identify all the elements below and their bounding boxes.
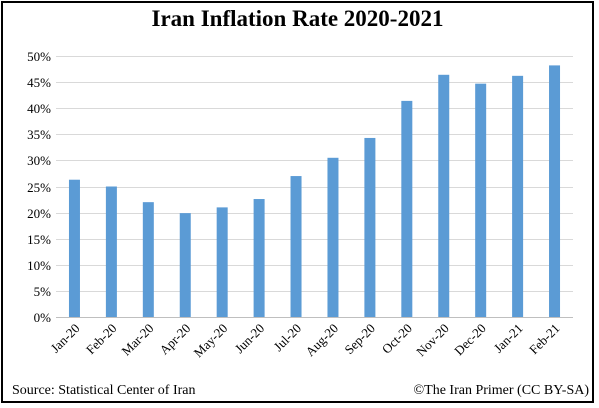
bar-may-20: [216, 207, 228, 317]
x-tick-label: Jan-20: [47, 321, 82, 356]
y-tick-label: 35%: [27, 127, 51, 142]
y-tick-label: 5%: [34, 284, 52, 299]
bar-aug-20: [327, 157, 339, 317]
x-tick-label: Dec-20: [451, 321, 489, 359]
chart-title: Iran Inflation Rate 2020-2021: [151, 6, 444, 31]
credit-note: ©The Iran Primer (CC BY-SA): [413, 383, 590, 398]
x-tick-label: Nov-20: [413, 321, 452, 360]
x-tick-label: Jan-21: [491, 321, 526, 356]
x-tick-label: Oct-20: [379, 321, 415, 357]
x-tick-label: Jul-20: [271, 321, 305, 355]
bar-dec-20: [475, 83, 487, 317]
bar-sep-20: [364, 137, 376, 317]
source-note: Source: Statistical Center of Iran: [12, 383, 196, 398]
bar-oct-20: [401, 100, 413, 317]
y-tick-label: 20%: [27, 206, 51, 221]
y-tick-label: 45%: [27, 75, 51, 90]
bar-nov-20: [438, 74, 450, 318]
y-tick-label: 0%: [34, 310, 52, 325]
bar-feb-20: [105, 186, 117, 317]
bars: [68, 65, 561, 318]
bar-mar-20: [142, 202, 154, 317]
bar-jan-20: [68, 179, 80, 317]
bar-jun-20: [253, 199, 265, 317]
bar-jul-20: [290, 176, 302, 317]
bar-apr-20: [179, 213, 191, 317]
bar-jan-21: [512, 75, 524, 317]
y-tick-label: 50%: [27, 49, 51, 64]
y-tick-label: 30%: [27, 153, 51, 168]
x-tick-label: Mar-20: [118, 321, 156, 359]
x-tick-label: May-20: [191, 321, 231, 361]
x-tick-label: Jun-20: [232, 321, 268, 357]
bar-feb-21: [549, 65, 561, 317]
x-tick-label: Feb-21: [526, 321, 563, 358]
y-tick-label: 40%: [27, 101, 51, 116]
gridlines: [56, 56, 573, 318]
y-axis-ticks: 0% 5% 10% 15% 20% 25% 30% 35% 40% 45% 50%: [27, 49, 51, 325]
y-tick-label: 10%: [27, 258, 51, 273]
y-tick-label: 25%: [27, 180, 51, 195]
x-tick-label: Feb-20: [83, 321, 120, 358]
x-tick-label: Aug-20: [302, 321, 341, 360]
y-tick-label: 15%: [27, 232, 51, 247]
x-tick-label: Sep-20: [341, 321, 378, 358]
x-tick-label: Apr-20: [156, 321, 193, 358]
